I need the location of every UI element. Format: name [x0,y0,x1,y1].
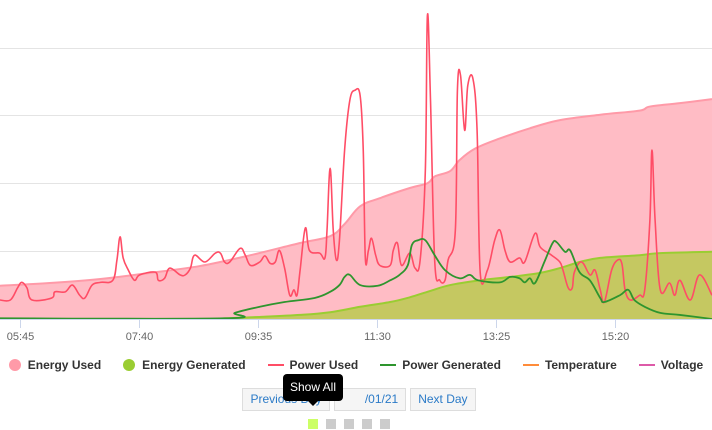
legend-label: Power Generated [402,358,501,372]
show-all-tooltip: Show All [283,374,343,406]
legend-line-icon [522,364,539,366]
legend-line-icon [638,364,655,366]
x-tick-label: 05:45 [7,331,35,343]
legend-item-voltage[interactable]: Voltage [638,358,704,372]
legend-label: Voltage [660,358,704,372]
energy-used-line [0,98,712,287]
page-indicator-3[interactable] [344,419,354,429]
current-date-button[interactable]: /01/21 [333,388,407,411]
x-tick-label: 07:40 [126,331,154,343]
x-axis-ticks: 05:45 07:40 09:35 11:30 13:25 15:20 [7,320,630,343]
energy-generated-area [0,251,712,320]
chart-legend: Energy Used Energy Generated Power Used Pow… [0,358,712,372]
legend-line-icon [267,364,284,366]
legend-dot-icon [123,359,136,371]
x-tick-label: 13:25 [483,331,511,343]
energy-power-chart: 05:45 07:40 09:35 11:30 13:25 15:20 [0,12,712,343]
legend-dot-icon [8,359,21,371]
line-series [0,12,712,320]
page-indicator-2[interactable] [326,419,336,429]
next-day-button[interactable]: Next Day [410,388,476,411]
legend-item-energy-used[interactable]: Energy Used [8,358,102,372]
legend-line-icon [380,364,397,366]
page-indicator-4[interactable] [362,419,372,429]
legend-item-power-generated[interactable]: Power Generated [380,358,501,372]
x-tick-label: 15:20 [602,331,630,343]
page-indicator-1[interactable] [308,419,318,429]
legend-label: Energy Generated [142,358,246,372]
area-series [0,98,712,321]
legend-label: Power Used [289,358,359,372]
legend-item-temperature[interactable]: Temperature [522,358,617,372]
legend-item-energy-generated[interactable]: Energy Generated [123,358,246,372]
day-navigation: Previous Day /01/21 Next Day [0,388,712,411]
power-used-line [0,12,712,304]
chart-pager [308,419,390,429]
legend-item-power-used[interactable]: Power Used [267,358,359,372]
x-tick-label: 11:30 [364,331,391,343]
energy-used-area [0,99,712,319]
legend-label: Temperature [544,358,617,372]
x-tick-label: 09:35 [245,331,273,343]
power-generated-line [0,237,712,320]
legend-label: Energy Used [27,358,102,372]
page-indicator-5[interactable] [380,419,390,429]
